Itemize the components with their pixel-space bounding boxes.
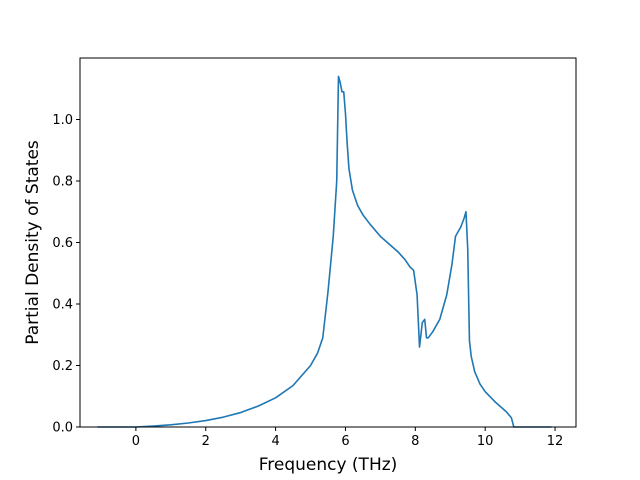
y-axis-ticks: 0.0 0.2 0.4 0.6 0.8 1.0 <box>52 113 80 436</box>
x-tick-label: 8 <box>411 434 419 449</box>
x-tick-label: 6 <box>341 434 349 449</box>
y-tick-label: 0.8 <box>52 175 73 190</box>
x-axis-label: Frequency (THz) <box>259 455 398 475</box>
series-line-0 <box>97 75 552 428</box>
y-tick-label: 0.6 <box>52 236 73 251</box>
y-tick-label: 1.0 <box>52 113 73 128</box>
x-axis-ticks: 0 2 4 6 8 10 12 <box>132 427 564 449</box>
y-axis-label: Partial Density of States <box>23 140 43 345</box>
y-tick-label: 0.0 <box>52 421 73 436</box>
plot-area <box>97 75 552 428</box>
x-tick-label: 10 <box>477 434 494 449</box>
x-tick-label: 0 <box>132 434 140 449</box>
y-tick-label: 0.2 <box>52 359 73 374</box>
x-tick-label: 2 <box>202 434 210 449</box>
x-tick-label: 12 <box>547 434 564 449</box>
axes-frame <box>79 57 577 428</box>
x-tick-label: 4 <box>271 434 279 449</box>
y-tick-label: 0.4 <box>52 298 73 313</box>
